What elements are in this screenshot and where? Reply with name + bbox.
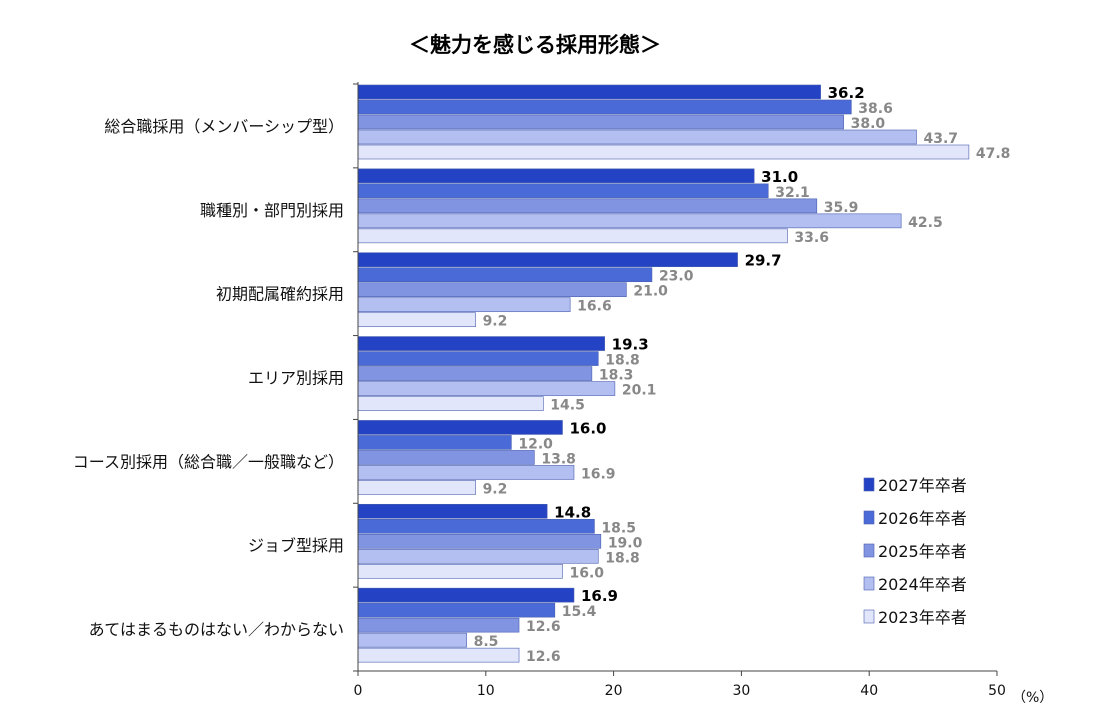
data-label: 32.1 xyxy=(775,185,810,201)
data-label: 31.0 xyxy=(761,168,798,186)
category-label: あてはまるものはない／わからない xyxy=(89,620,344,639)
bar xyxy=(357,99,852,115)
legend-label: 2024年卒者 xyxy=(878,575,967,594)
bar xyxy=(357,366,593,381)
bar xyxy=(357,267,653,283)
legend-swatch xyxy=(863,576,875,591)
legend-label: 2026年卒者 xyxy=(878,509,967,528)
legend-swatch xyxy=(863,510,875,525)
category-label: エリア別採用 xyxy=(248,369,344,388)
x-tick-label: 0 xyxy=(354,683,363,699)
bar xyxy=(357,84,821,100)
data-label: 9.2 xyxy=(483,314,508,330)
data-label: 47.8 xyxy=(976,146,1011,162)
data-label: 16.6 xyxy=(577,299,612,315)
bar xyxy=(357,168,755,184)
bar xyxy=(357,282,627,298)
bar xyxy=(357,480,476,495)
data-label: 12.6 xyxy=(526,619,561,635)
bar xyxy=(357,465,575,480)
data-label: 8.5 xyxy=(474,634,499,650)
legend-label: 2027年卒者 xyxy=(878,476,967,495)
data-label: 43.7 xyxy=(923,131,958,147)
data-label: 19.0 xyxy=(608,535,643,551)
bar xyxy=(357,144,970,160)
data-label: 38.6 xyxy=(858,101,893,117)
bar xyxy=(357,518,595,534)
bar xyxy=(357,396,544,411)
bar xyxy=(357,252,738,268)
bar xyxy=(357,632,467,648)
bar xyxy=(357,114,844,130)
data-label: 29.7 xyxy=(745,252,782,270)
legend-label: 2025年卒者 xyxy=(878,542,967,561)
category-label: 初期配属確約採用 xyxy=(216,285,344,304)
legend-swatch xyxy=(863,477,875,492)
data-label: 18.3 xyxy=(599,368,634,384)
unit-label: （%） xyxy=(1012,690,1053,706)
x-tick-label: 20 xyxy=(605,683,623,699)
data-label: 14.5 xyxy=(550,398,585,414)
data-label: 21.0 xyxy=(633,284,668,300)
bar xyxy=(357,420,563,435)
data-label: 12.6 xyxy=(526,649,561,665)
data-label: 14.8 xyxy=(554,503,591,521)
category-label: コース別採用（総合職／一般職など） xyxy=(73,452,344,471)
chart-title: ＜魅力を感じる採用形態＞ xyxy=(409,33,661,57)
data-label: 18.5 xyxy=(601,520,636,536)
data-label: 15.4 xyxy=(562,604,597,620)
bar xyxy=(357,503,548,519)
bar xyxy=(357,563,563,579)
x-tick-label: 40 xyxy=(860,683,878,699)
data-label: 23.0 xyxy=(659,269,694,285)
bar xyxy=(357,647,520,663)
data-label: 20.1 xyxy=(622,383,657,399)
bar xyxy=(357,351,599,366)
bar xyxy=(357,129,917,145)
bar xyxy=(357,336,605,351)
data-label: 16.0 xyxy=(569,565,604,581)
data-label: 16.9 xyxy=(581,466,616,482)
bar xyxy=(357,602,556,618)
bars-group: 36.238.638.0 43.7 47.8 31.032.1 35.9 42.5 33.6… xyxy=(357,84,1011,665)
data-label: 16.9 xyxy=(581,587,618,605)
legend-label: 2023年卒者 xyxy=(878,608,967,627)
data-label: 18.8 xyxy=(605,550,640,566)
data-label: 16.0 xyxy=(569,419,606,437)
bar xyxy=(357,312,476,328)
data-label: 35.9 xyxy=(824,200,859,216)
data-label: 9.2 xyxy=(483,481,508,497)
axis-group: 総合職採用（メンバーシップ型） 職種別・部門別採用初期配属確約採用エリア別採用コー… xyxy=(73,82,1006,699)
data-label: 38.0 xyxy=(851,116,886,132)
bar xyxy=(357,548,599,564)
bar xyxy=(357,533,602,549)
x-tick-label: 50 xyxy=(988,683,1006,699)
bar xyxy=(357,213,902,229)
bar xyxy=(357,198,818,214)
category-label: 職種別・部門別採用 xyxy=(200,201,344,220)
bar xyxy=(357,381,616,396)
legend: 2027年卒者 2026年卒者 2025年卒者 2024年卒者 2023年卒者 xyxy=(863,476,967,627)
data-label: 12.0 xyxy=(518,436,553,452)
legend-swatch xyxy=(863,609,875,624)
bar xyxy=(357,587,575,603)
x-tick-label: 10 xyxy=(477,683,495,699)
category-label: ジョブ型採用 xyxy=(248,536,344,555)
data-label: 36.2 xyxy=(828,84,865,102)
bar xyxy=(357,450,535,465)
data-label: 19.3 xyxy=(612,336,649,354)
bar xyxy=(357,435,512,450)
bar xyxy=(357,297,571,313)
bar xyxy=(357,617,520,633)
data-label: 42.5 xyxy=(908,215,943,231)
legend-swatch xyxy=(863,543,875,558)
data-label: 13.8 xyxy=(541,451,576,467)
category-label: 総合職採用（メンバーシップ型） xyxy=(104,117,344,136)
bar xyxy=(357,228,788,244)
data-label: 33.6 xyxy=(794,230,829,246)
data-label: 18.8 xyxy=(605,353,640,369)
bar xyxy=(357,183,769,199)
x-tick-label: 30 xyxy=(732,683,750,699)
